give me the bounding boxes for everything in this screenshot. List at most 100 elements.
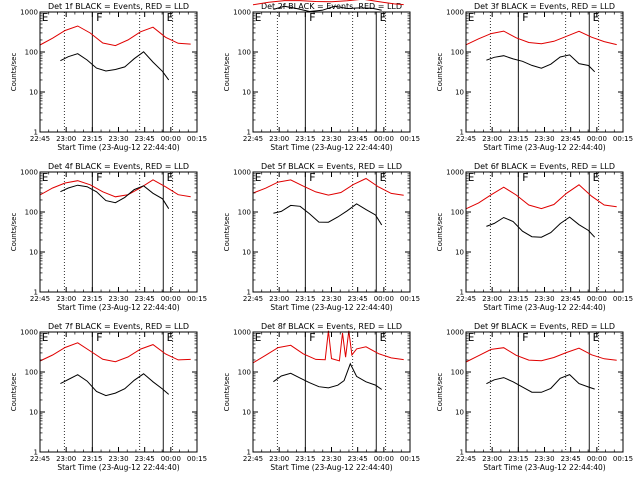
x-tick-label: 22:45 [30, 455, 50, 463]
x-tick-label: 00:15 [187, 295, 207, 303]
interval-marker-label: E [255, 11, 262, 24]
x-tick-label: 23:30 [534, 455, 554, 463]
events-series-line [486, 374, 595, 393]
x-tick-label: 00:00 [587, 295, 607, 303]
x-tick-label: 23:45 [135, 135, 155, 143]
x-axis-label: Start Time (23-Aug-12 22:44:40) [483, 143, 605, 152]
plot-frame [252, 171, 411, 293]
interval-marker-label: E [593, 11, 600, 24]
x-tick-label: 00:15 [400, 295, 420, 303]
chart-title: Det 8f BLACK = Events, RED = LLD [261, 322, 402, 331]
lld-series-line [39, 25, 191, 47]
y-axis-label: Counts/sec [10, 213, 18, 252]
interval-marker-label: F [96, 11, 103, 24]
x-tick-label: 23:00 [269, 455, 289, 463]
interval-marker-label: F [522, 171, 529, 184]
interval-marker-label: E [380, 331, 387, 344]
x-tick-label: 23:45 [348, 455, 368, 463]
interval-marker-label: E [255, 171, 262, 184]
x-tick-label: 23:15 [82, 295, 102, 303]
lld-series-line [252, 0, 404, 6]
x-tick-label: 22:45 [456, 295, 476, 303]
interval-marker-label: E [593, 171, 600, 184]
x-tick-label: 23:15 [508, 455, 528, 463]
y-tick-label: 10 [242, 89, 251, 97]
chart-title: Det 9f BLACK = Events, RED = LLD [474, 322, 615, 331]
lld-series-line [39, 179, 191, 198]
x-tick-label: 23:00 [56, 295, 76, 303]
x-tick-label: 23:30 [321, 135, 341, 143]
interval-marker-label: E [255, 331, 262, 344]
x-tick-label: 00:00 [161, 455, 181, 463]
y-tick-label: 1 [247, 129, 251, 137]
y-tick-label: 1 [247, 449, 251, 457]
y-tick-label: 100 [451, 209, 464, 217]
x-tick-label: 23:15 [82, 455, 102, 463]
x-tick-label: 00:15 [187, 135, 207, 143]
events-series-line [60, 184, 170, 209]
x-tick-label: 23:45 [561, 135, 581, 143]
events-series-line [60, 373, 170, 397]
x-tick-label: 22:45 [30, 135, 50, 143]
x-tick-label: 23:30 [534, 295, 554, 303]
interval-marker-label: E [42, 171, 49, 184]
x-axis-label: Start Time (23-Aug-12 22:44:40) [57, 463, 179, 472]
y-tick-label: 1000 [233, 169, 251, 177]
x-tick-label: 00:15 [400, 455, 420, 463]
y-tick-label: 1 [460, 289, 464, 297]
interval-marker-label: F [96, 171, 103, 184]
y-tick-label: 10 [242, 409, 251, 417]
events-series-line [273, 203, 383, 226]
y-axis-label: Counts/sec [223, 373, 231, 412]
chart-title: Det 3f BLACK = Events, RED = LLD [474, 2, 615, 11]
x-tick-label: 23:00 [269, 295, 289, 303]
chart-title: Det 4f BLACK = Events, RED = LLD [48, 162, 189, 171]
lld-series-line [465, 30, 617, 46]
x-tick-label: 23:00 [56, 455, 76, 463]
x-tick-label: 23:15 [295, 135, 315, 143]
interval-marker-label: E [593, 331, 600, 344]
y-tick-label: 10 [455, 249, 464, 257]
y-tick-label: 100 [238, 49, 251, 57]
x-tick-label: 23:30 [534, 135, 554, 143]
x-tick-label: 22:45 [243, 455, 263, 463]
y-axis-label: Counts/sec [436, 53, 444, 92]
x-tick-label: 23:00 [56, 135, 76, 143]
x-tick-label: 23:15 [295, 455, 315, 463]
interval-marker-label: E [468, 171, 475, 184]
x-tick-label: 22:45 [243, 135, 263, 143]
y-tick-label: 10 [29, 249, 38, 257]
y-tick-label: 1000 [446, 169, 464, 177]
x-tick-label: 00:00 [587, 455, 607, 463]
x-tick-label: 23:00 [482, 295, 502, 303]
y-tick-label: 1000 [233, 9, 251, 17]
y-tick-label: 1 [460, 449, 464, 457]
interval-marker-label: E [167, 331, 174, 344]
interval-marker-label: E [380, 11, 387, 24]
x-tick-label: 23:00 [269, 135, 289, 143]
x-axis-label: Start Time (23-Aug-12 22:44:40) [57, 303, 179, 312]
interval-marker-label: E [167, 11, 174, 24]
y-tick-label: 1000 [20, 169, 38, 177]
x-tick-label: 23:45 [561, 295, 581, 303]
plot-frame [252, 331, 411, 453]
x-axis-label: Start Time (23-Aug-12 22:44:40) [270, 463, 392, 472]
x-tick-label: 00:15 [400, 135, 420, 143]
x-tick-label: 23:45 [135, 295, 155, 303]
events-series-line [486, 54, 596, 73]
y-tick-label: 1000 [233, 329, 251, 337]
x-axis-label: Start Time (23-Aug-12 22:44:40) [483, 303, 605, 312]
x-tick-label: 00:00 [161, 295, 181, 303]
interval-marker-label: E [468, 11, 475, 24]
y-tick-label: 1 [247, 289, 251, 297]
y-tick-label: 1000 [20, 9, 38, 17]
y-tick-label: 1 [34, 449, 38, 457]
x-axis-label: Start Time (23-Aug-12 22:44:40) [57, 143, 179, 152]
x-tick-label: 22:45 [30, 295, 50, 303]
y-tick-label: 1000 [20, 329, 38, 337]
y-tick-label: 1 [460, 129, 464, 137]
y-axis-label: Counts/sec [10, 373, 18, 412]
